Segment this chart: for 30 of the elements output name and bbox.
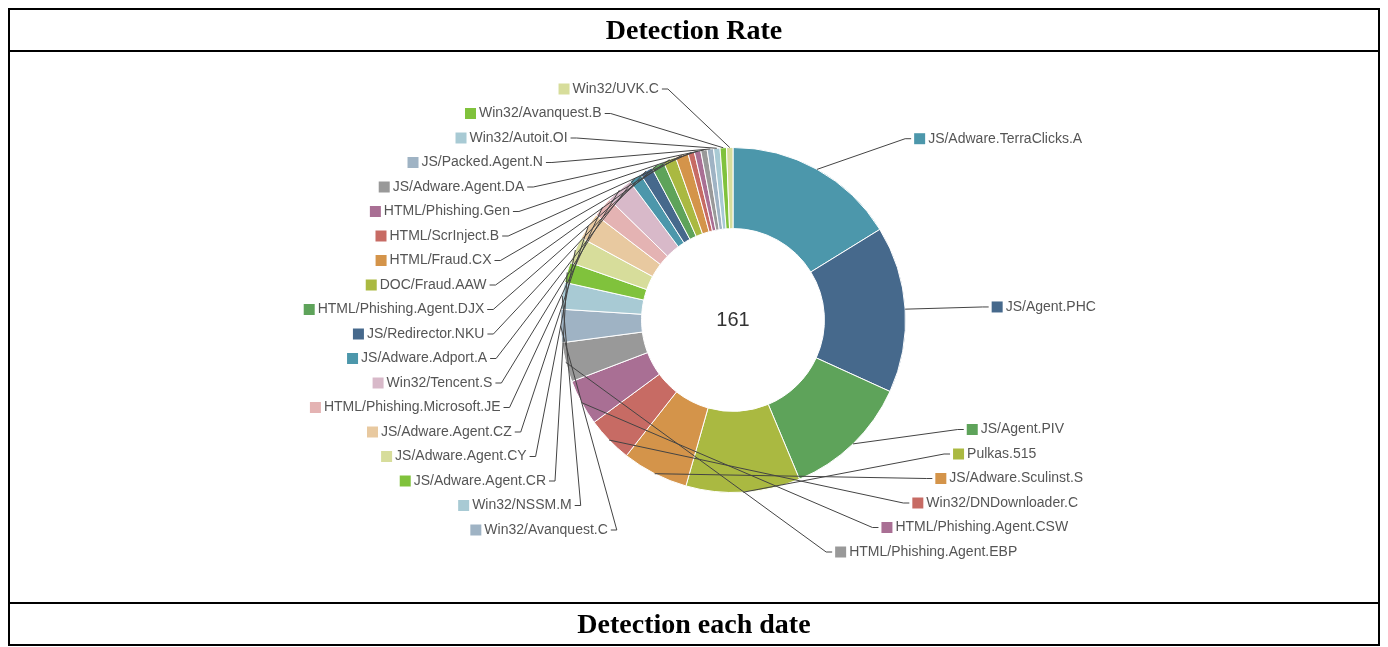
legend-label: JS/Adware.Adport.A: [361, 349, 488, 366]
legend-label: Win32/DNDownloader.C: [926, 493, 1079, 510]
legend-label: HTML/Phishing.Microsoft.JE: [323, 398, 501, 415]
legend-label: JS/Agent.PIV: [980, 420, 1065, 437]
legend-label: JS/Agent.PHC: [1005, 297, 1096, 314]
legend-label: JS/Adware.Sculinst.S: [949, 469, 1084, 486]
legend-label: Win32/Tencent.S: [386, 373, 493, 390]
legend-label: Win32/Avanquest.C: [484, 520, 608, 537]
legend-label: HTML/Phishing.Agent.CSW: [895, 518, 1069, 535]
legend-label: Win32/UVK.C: [572, 79, 659, 96]
legend-label: HTML/Phishing.Agent.EBP: [849, 542, 1018, 559]
legend-label: Win32/NSSM.M: [472, 496, 572, 513]
legend-label: JS/Adware.Agent.CZ: [381, 422, 513, 439]
legend-label: JS/Redirector.NKU: [366, 324, 485, 341]
legend-label: JS/Adware.Agent.DA: [392, 177, 525, 194]
legend-label: JS/Adware.Agent.CR: [413, 471, 547, 488]
legend-label: HTML/ScrInject.B: [389, 226, 500, 243]
text: Detection each date: [10, 602, 1378, 644]
legend-label: HTML/Fraud.CX: [389, 251, 493, 268]
legend-label: HTML/Phishing.Agent.DJX: [317, 300, 485, 317]
text: 161: [716, 307, 750, 330]
legend-label: JS/Adware.Agent.CY: [395, 447, 528, 464]
legend-label: DOC/Fraud.AAW: [379, 275, 488, 292]
legend-label: Pulkas.515: [967, 444, 1037, 461]
legend-label: JS/Packed.Agent.N: [421, 153, 543, 170]
legend-label: Win32/Autoit.OI: [469, 128, 568, 145]
legend-label: JS/Adware.TerraClicks.A: [928, 129, 1083, 146]
legend-label: Win32/Avanquest.B: [478, 104, 602, 121]
legend-label: HTML/Phishing.Gen: [383, 202, 510, 219]
chart-title: Detection Rate: [10, 10, 1378, 52]
